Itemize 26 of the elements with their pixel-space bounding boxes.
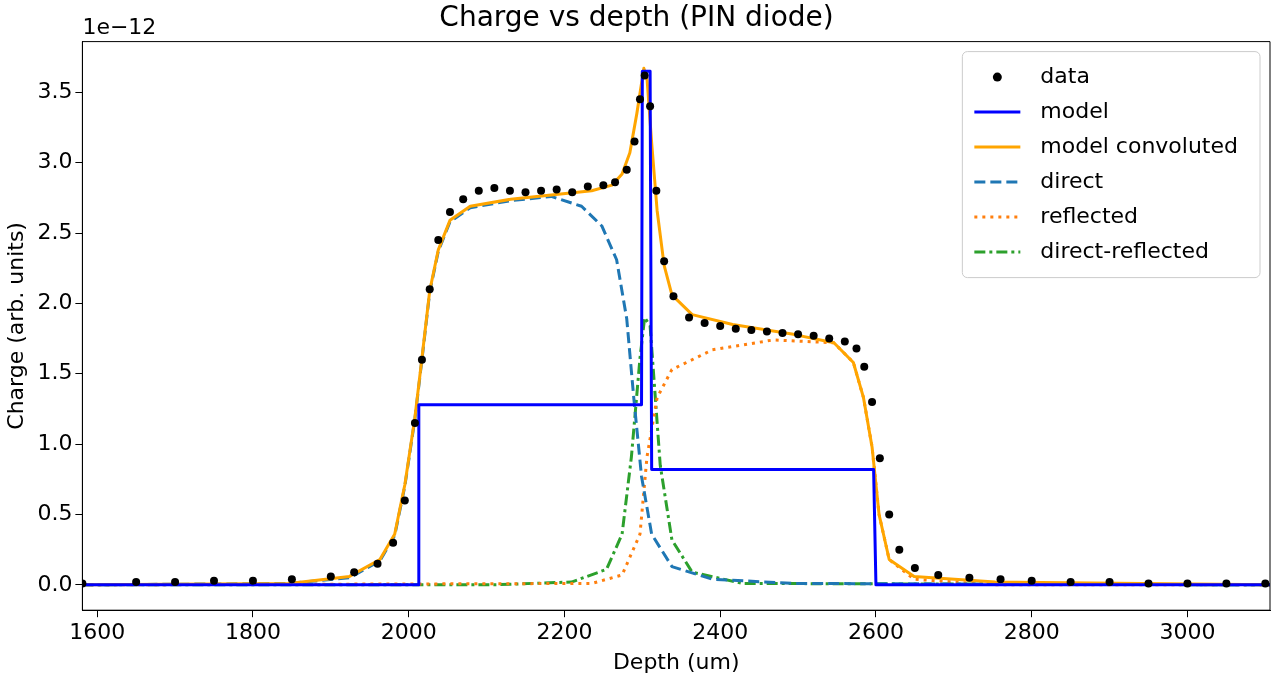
x-tick-label: 2200 — [536, 619, 593, 645]
legend-label: direct-reflected — [1040, 237, 1209, 263]
y-axis-title: Charge (arb. units) — [2, 222, 28, 430]
y-tick-label: 2.0 — [37, 289, 73, 315]
y-tick-label: 1.5 — [37, 359, 73, 385]
text: 1e−12 — [82, 14, 157, 40]
x-tick-label: 2600 — [847, 619, 904, 645]
legend-label: model convoluted — [1040, 132, 1238, 158]
x-tick-label: 1600 — [69, 619, 126, 645]
y-tick-label: 0.5 — [37, 500, 73, 526]
y-tick-label: 0.0 — [37, 570, 73, 596]
y-tick-label: 3.5 — [37, 77, 73, 103]
y-tick-label: 2.5 — [37, 218, 73, 244]
legend-label: direct — [1040, 167, 1104, 193]
x-tick-label: 2800 — [1003, 619, 1060, 645]
y-tick-label: 3.0 — [37, 148, 73, 174]
x-tick-label: 2400 — [692, 619, 749, 645]
legend-label: data — [1040, 62, 1090, 88]
x-tick-label: 1800 — [224, 619, 281, 645]
legend-label: reflected — [1040, 202, 1139, 228]
x-axis-title: Depth (um) — [612, 648, 740, 674]
legend-label: model — [1040, 97, 1109, 123]
chart-title: Charge vs depth (PIN diode) — [439, 0, 834, 34]
x-tick-label: 3000 — [1159, 619, 1216, 645]
y-tick-label: 1.0 — [37, 429, 73, 455]
x-tick-label: 2000 — [380, 619, 437, 645]
